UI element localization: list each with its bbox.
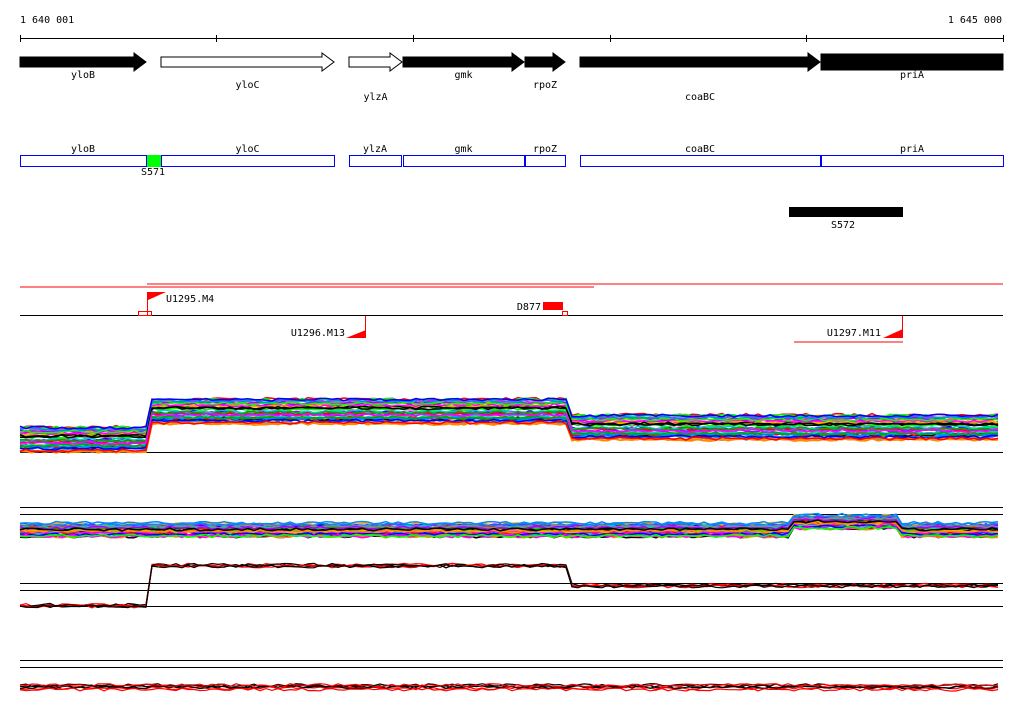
gene-arrow-ylzA[interactable] — [348, 52, 403, 72]
gene-box-label-yloC: yloC — [235, 144, 259, 155]
expression-profile-line — [19, 525, 999, 539]
axis-end-label: 1 645 000 — [948, 15, 1002, 26]
flag-icon[interactable] — [148, 292, 166, 300]
feature-track: U1295.M4 D877 U1296.M13 U1297.M11 — [20, 283, 1003, 343]
flag-icon[interactable] — [883, 329, 903, 338]
gene-label-priA: priA — [900, 70, 924, 81]
expression-profile-line — [19, 416, 999, 449]
expression-profile-line — [19, 420, 999, 453]
axis-start-label: 1 640 001 — [20, 15, 74, 26]
flag-icon[interactable] — [346, 330, 366, 338]
gene-box-label-coaBC: coaBC — [685, 144, 715, 155]
gene-box-label-rpoZ: rpoZ — [533, 144, 557, 155]
expression-profile-line — [19, 401, 999, 434]
expression-profile-line — [19, 406, 999, 439]
segment-s571[interactable] — [147, 155, 161, 167]
expression-profile-line — [19, 412, 999, 445]
gene-box-label-ylzA: ylzA — [363, 144, 387, 155]
expression-profile-line — [20, 516, 999, 529]
coordinate-axis — [20, 35, 1004, 42]
expression-profile-line — [19, 562, 999, 607]
flag-u1296-label[interactable]: U1296.M13 — [291, 328, 345, 339]
segment-s572[interactable] — [789, 207, 903, 217]
expression-profile-line — [19, 687, 999, 692]
segment-s572-label: S572 — [831, 220, 855, 231]
expression-profile-line — [19, 521, 999, 534]
gene-box-ylzA[interactable] — [349, 155, 402, 167]
gene-box-yloB[interactable] — [20, 155, 147, 167]
expression-profile-line — [19, 564, 999, 609]
gene-box-label-yloB: yloB — [71, 144, 95, 155]
expression-profile-line — [19, 519, 999, 532]
flag-u1297-label[interactable]: U1297.M11 — [827, 328, 881, 339]
gene-label-yloC: yloC — [235, 80, 259, 91]
expression-profile-line — [19, 564, 999, 609]
gene-box-priA[interactable] — [821, 155, 1004, 167]
deletion-d877[interactable] — [543, 302, 563, 310]
gene-box-coaBC[interactable] — [580, 155, 821, 167]
gene-arrow-gmk[interactable] — [402, 52, 525, 72]
deletion-d877-label[interactable]: D877 — [517, 302, 541, 313]
marker-box — [562, 311, 568, 316]
gene-arrows-track: yloB yloC ylzA gmk rpoZ coaBC priA — [19, 52, 1004, 103]
gene-boxes-track: yloB yloC ylzA gmk rpoZ coaBC priA — [20, 144, 1004, 167]
expression-profile-line — [19, 397, 999, 430]
gene-arrow-yloC[interactable] — [160, 52, 335, 72]
gene-label-coaBC: coaBC — [685, 92, 715, 103]
expression-profile-line — [19, 405, 999, 438]
expression-profile-line — [19, 683, 999, 688]
expression-profile-line — [19, 562, 999, 607]
marker-box — [138, 311, 152, 316]
gene-box-rpoZ[interactable] — [525, 155, 566, 167]
gene-label-gmk: gmk — [454, 70, 472, 81]
gene-arrow-priA[interactable] — [820, 53, 1004, 71]
gene-box-label-gmk: gmk — [454, 144, 472, 155]
gene-arrow-coaBC[interactable] — [579, 52, 821, 72]
gene-label-rpoZ: rpoZ — [533, 80, 557, 91]
expression-profile-line — [19, 512, 999, 526]
segment-s571-label: S571 — [141, 167, 165, 178]
expression-tracks — [19, 396, 1003, 692]
gene-label-yloB: yloB — [71, 70, 95, 81]
gene-arrow-rpoZ[interactable] — [524, 52, 566, 72]
gene-box-yloC[interactable] — [161, 155, 335, 167]
gene-box-label-priA: priA — [900, 144, 924, 155]
flag-u1295-label[interactable]: U1295.M4 — [166, 294, 214, 305]
gene-label-ylzA: ylzA — [363, 92, 387, 103]
expression-profile-line — [19, 418, 999, 451]
gene-box-gmk[interactable] — [403, 155, 525, 167]
gene-arrow-yloB[interactable] — [19, 52, 147, 72]
